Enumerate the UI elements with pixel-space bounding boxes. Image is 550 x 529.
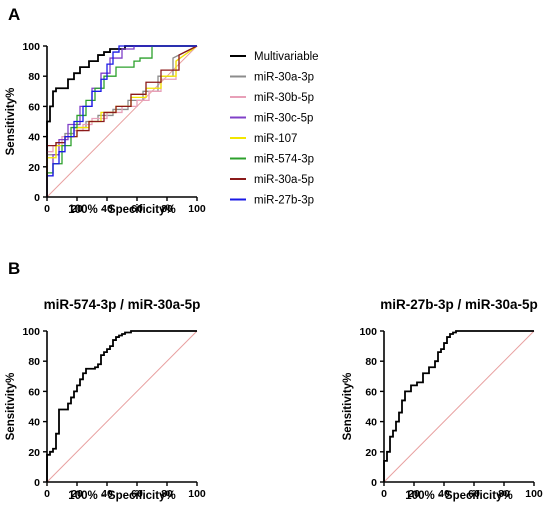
- x-tick-label: 40: [101, 488, 113, 500]
- roc-curve-mir-574-3p: [46, 45, 197, 197]
- y-tick-label: 60: [28, 386, 40, 398]
- y-tick-label: 80: [365, 356, 377, 368]
- x-tick-label: 60: [131, 488, 143, 500]
- y-tick-label: 40: [28, 417, 40, 429]
- x-axis-label: 100% - Specificity%: [68, 204, 175, 216]
- roc-curve-mir-30a-5p: [46, 45, 198, 197]
- legend-label: miR-107: [254, 133, 297, 145]
- x-tick-label: 0: [44, 203, 50, 215]
- y-axis-label: Sensitivity%: [5, 373, 17, 441]
- y-tick-label: 20: [365, 447, 377, 459]
- legend-label: miR-30a-3p: [254, 72, 314, 84]
- y-axis-label: Sensitivity%: [5, 88, 17, 156]
- legend-label: miR-574-3p: [254, 154, 314, 166]
- y-tick-label: 0: [371, 477, 377, 489]
- legend-panel-a: Multivariable miR-30a-3p miR-30b-5p miR-30c…: [230, 51, 319, 207]
- y-tick-label: 80: [28, 71, 40, 83]
- x-tick-label: 20: [71, 488, 83, 500]
- y-tick-label: 80: [28, 356, 40, 368]
- reference-diagonal-line: [46, 330, 198, 483]
- x-tick-label: 20: [408, 488, 420, 500]
- y-axis-label: Sensitivity%: [342, 373, 354, 441]
- y-tick-label: 40: [28, 132, 40, 144]
- x-tick-label: 80: [161, 488, 173, 500]
- x-axis-label: 100% - Specificity%: [68, 490, 175, 502]
- x-tick-label: 60: [131, 203, 143, 215]
- y-tick-label: 60: [365, 386, 377, 398]
- roc-curve-multivariable: [46, 45, 197, 197]
- reference-diagonal-line: [383, 330, 535, 483]
- y-tick-label: 0: [34, 192, 40, 204]
- y-tick-label: 20: [28, 162, 40, 174]
- legend-label: miR-30b-5p: [254, 92, 314, 104]
- x-tick-label: 80: [161, 203, 173, 215]
- y-tick-label: 0: [34, 477, 40, 489]
- x-tick-label: 0: [44, 488, 50, 500]
- reference-diagonal-line: [46, 45, 198, 198]
- chart-title: miR-574-3p / miR-30a-5p: [44, 297, 201, 312]
- x-tick-label: 20: [71, 203, 83, 215]
- panel-letter-b: B: [8, 259, 20, 278]
- x-tick-label: 80: [498, 488, 510, 500]
- roc-curve-series-0: [46, 330, 197, 482]
- x-tick-label: 100: [188, 488, 206, 500]
- legend-label: Multivariable: [254, 51, 319, 63]
- y-tick-label: 100: [359, 326, 377, 338]
- roc-curve-mir-27b-3p: [46, 45, 197, 197]
- y-tick-label: 60: [28, 101, 40, 113]
- x-tick-label: 40: [101, 203, 113, 215]
- x-tick-label: 60: [468, 488, 480, 500]
- x-tick-label: 100: [525, 488, 543, 500]
- legend-label: miR-30a-5p: [254, 174, 314, 186]
- chart-panel-b-right: miR-27b-3p / miR-30a-5p 0 20 40 60 80 100 0 20 40…: [342, 297, 543, 502]
- chart-panel-b-left: miR-574-3p / miR-30a-5p 0 20 40 60 80 100 0 20 40…: [5, 297, 206, 502]
- x-tick-label: 100: [188, 203, 206, 215]
- chart-title: miR-27b-3p / miR-30a-5p: [380, 297, 538, 312]
- y-tick-label: 100: [22, 41, 40, 53]
- chart-panel-a: 0 20 40 60 80 100 0 20 40 60 80 100 100% - Specifici…: [5, 41, 206, 216]
- legend-label: miR-27b-3p: [254, 195, 314, 207]
- x-tick-label: 40: [438, 488, 450, 500]
- y-tick-label: 40: [365, 417, 377, 429]
- panel-letter-a: A: [8, 5, 20, 24]
- x-tick-label: 0: [381, 488, 387, 500]
- roc-curve-series-0: [383, 330, 534, 482]
- legend-label: miR-30c-5p: [254, 113, 313, 125]
- y-tick-label: 20: [28, 447, 40, 459]
- x-axis-label: 100% - Specificity%: [405, 490, 512, 502]
- y-tick-label: 100: [22, 326, 40, 338]
